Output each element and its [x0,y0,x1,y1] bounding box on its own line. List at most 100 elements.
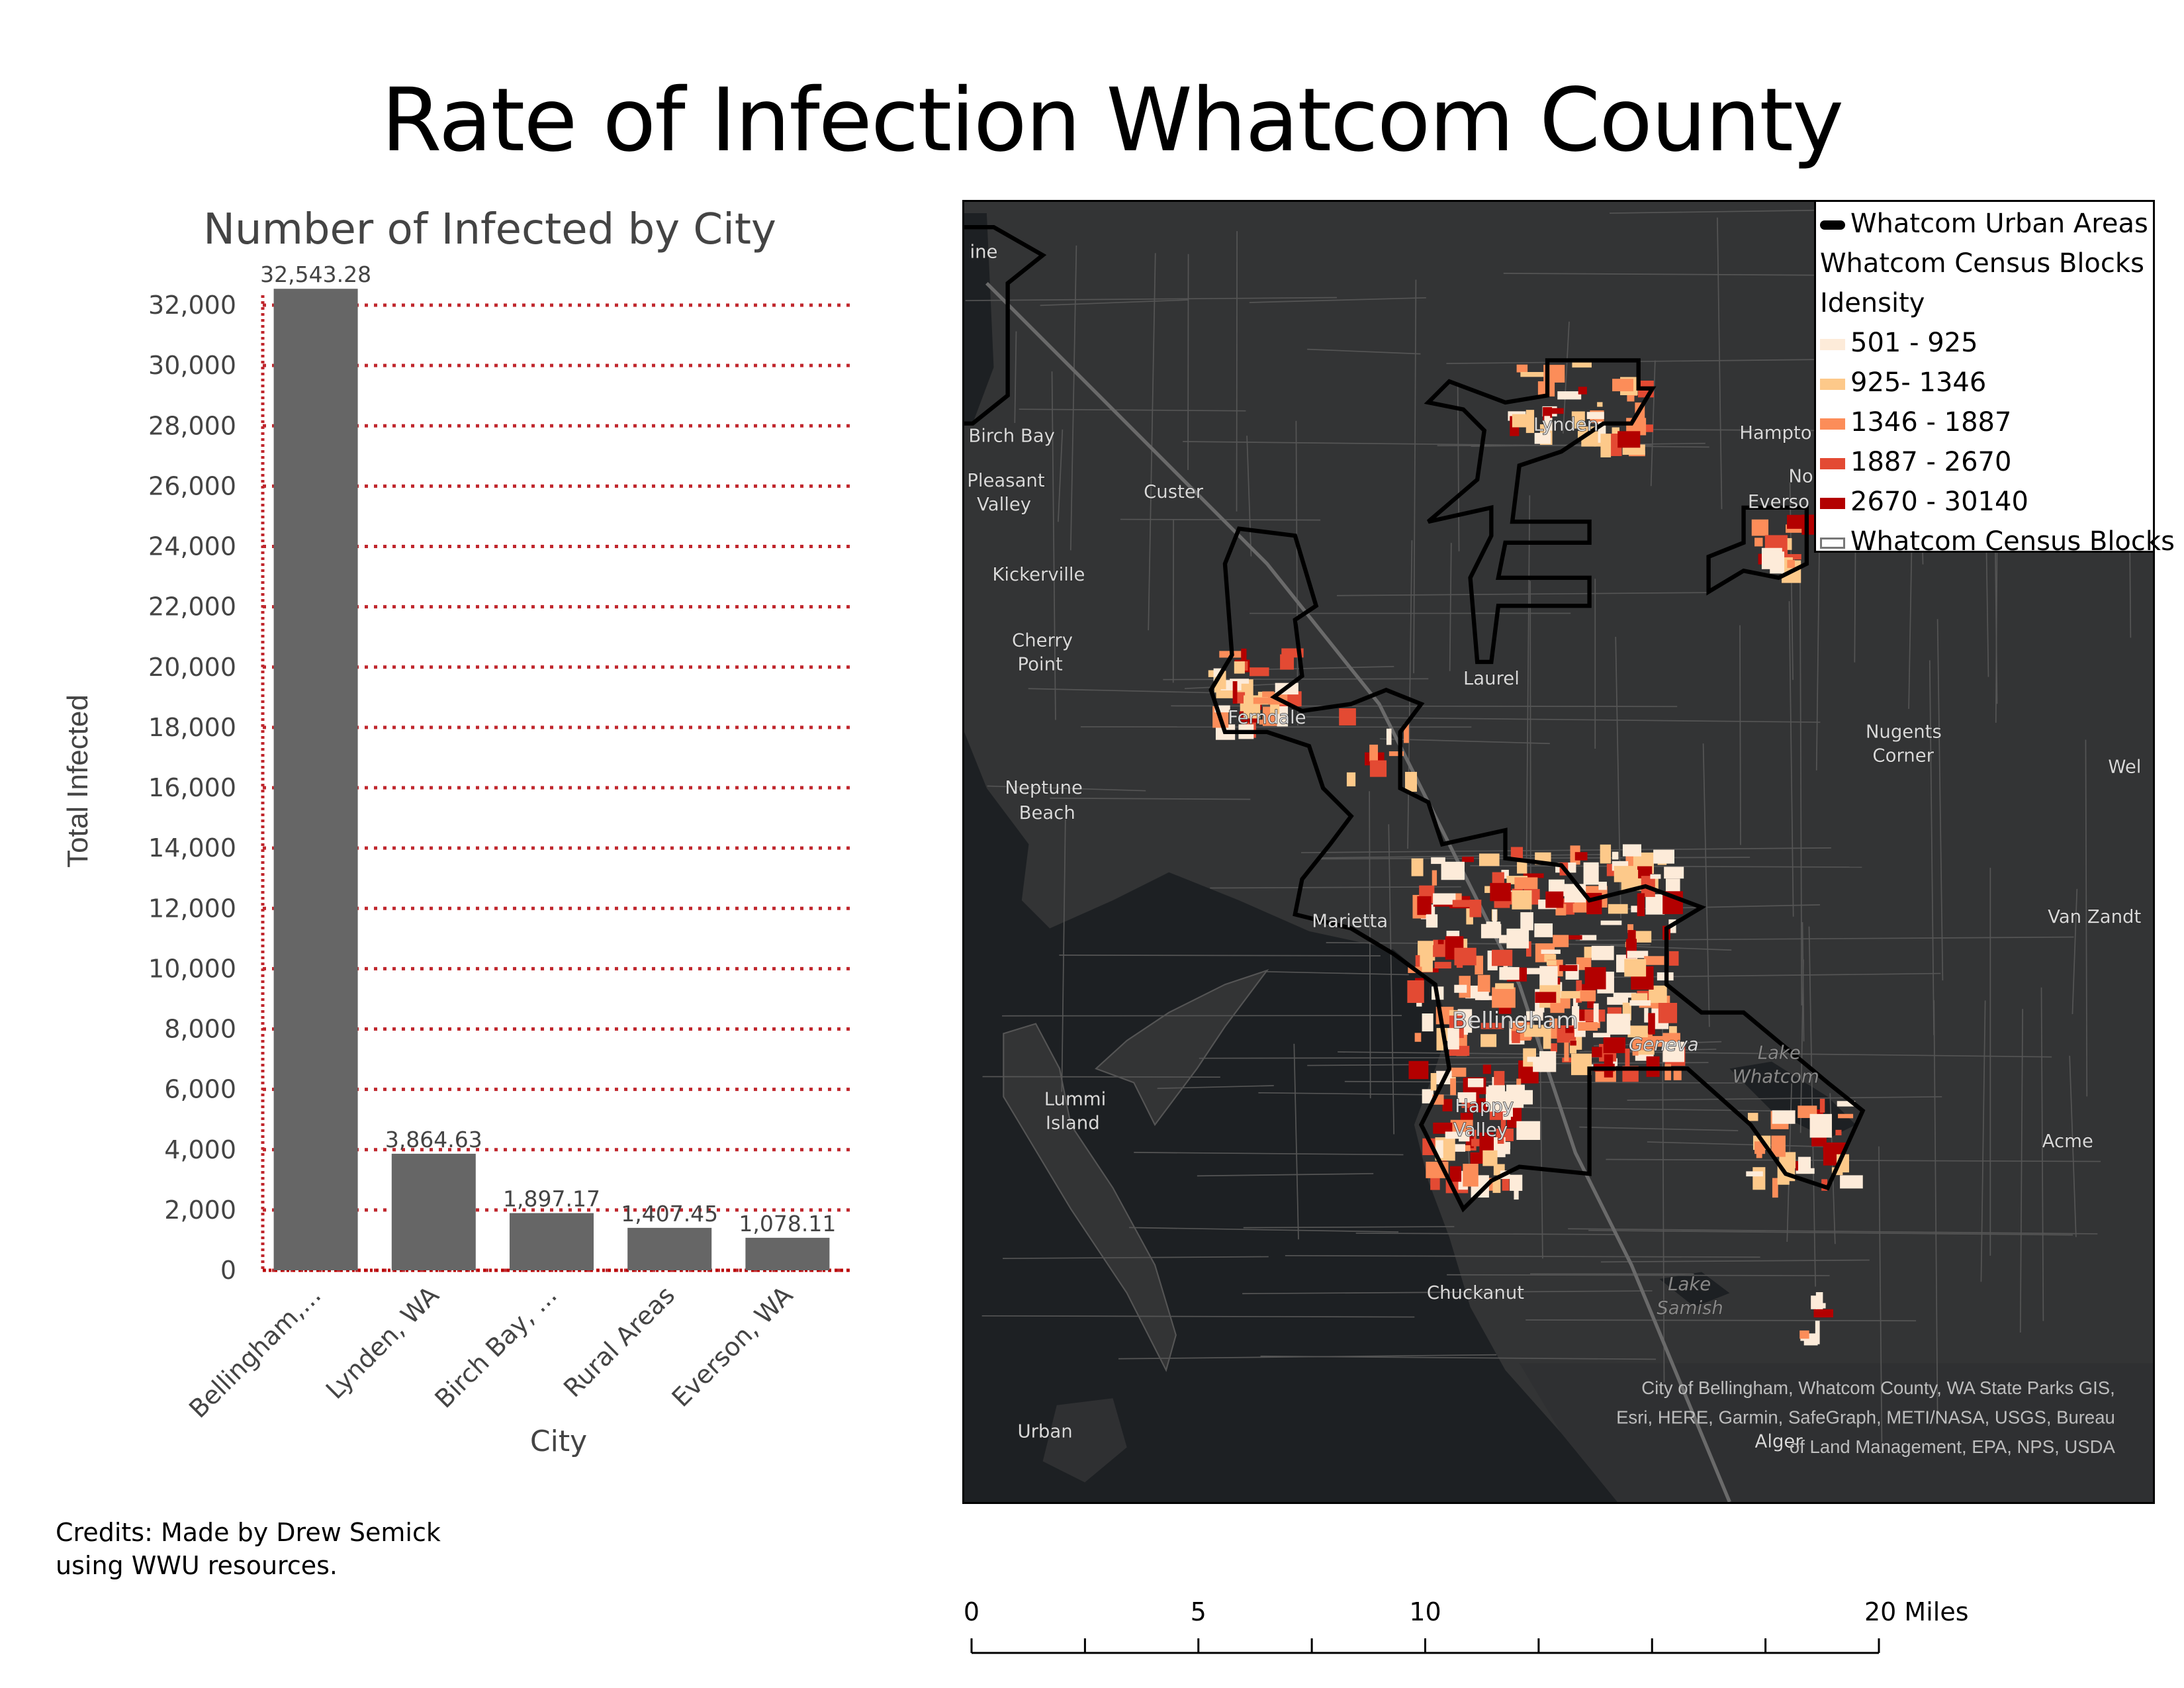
road [965,297,1338,301]
legend-label: 1887 - 2670 [1850,447,2012,477]
census-block [1612,851,1619,860]
road [1788,601,1794,917]
road [1260,1355,1657,1360]
census-block [1787,538,1792,550]
census-block [1591,945,1614,961]
census-block [1414,1033,1422,1042]
scale-label: 5 [1191,1597,1206,1626]
map-canvas[interactable]: ine Birch Bay Pleasant Valley Custer Kickervi… [964,202,2153,1502]
road [1457,386,1460,551]
census-block [1607,997,1629,1005]
y-tick-label: 8,000 [164,1015,236,1044]
census-block [1454,984,1467,993]
bar[interactable] [510,1213,594,1270]
census-block [1627,1025,1648,1038]
census-block [1587,889,1592,895]
data-label: 1,078.11 [739,1211,836,1237]
scale-label: 20 Miles [1864,1597,1969,1626]
legend-class: 2670 - 30140 [1820,483,2028,521]
census-block [1838,1113,1854,1119]
water-north [964,212,994,424]
census-block [1754,538,1763,547]
census-block [1644,956,1664,965]
y-tick-label: 18,000 [148,713,236,742]
census-block [1578,387,1587,395]
road [1295,420,1298,726]
census-block [1433,1122,1453,1134]
road [1717,217,1723,510]
data-label: 3,864.63 [385,1127,482,1152]
census-block [1454,947,1477,966]
x-tick-label: Lynden, WA [320,1280,445,1405]
census-block [1561,991,1580,999]
road [1187,254,1189,470]
census-block [1418,941,1433,945]
census-block [1490,882,1511,902]
census-block [1668,951,1679,966]
census-block [1442,1099,1453,1111]
census-block [1606,1013,1631,1035]
census-block [1520,912,1533,931]
census-block [1526,1011,1543,1021]
credits-line: Credits: Made by Drew Semick [56,1518,441,1547]
bars [273,289,830,1270]
census-block [1407,980,1424,1004]
attribution-line: of Land Management, EPA, NPS, USDA [1790,1436,2116,1457]
census-block [1499,966,1520,980]
x-tick-label: Birch Bay, ... [430,1280,563,1413]
road [1319,857,1751,860]
census-block [1625,1049,1630,1068]
census-block [1571,411,1585,429]
census-block [1461,1101,1475,1108]
census-block [1488,1085,1506,1102]
legend-field: Idensity [1820,288,1925,318]
road [981,1315,1415,1318]
y-tick-label: 2,000 [164,1196,236,1225]
census-block [1431,857,1445,865]
census-block [1432,870,1437,886]
place-label: Chuckanut [1427,1282,1524,1303]
census-block [1632,1045,1639,1056]
census-block [1787,514,1808,529]
census-block [1469,900,1482,917]
road [1050,797,1251,800]
y-tick-label: 26,000 [148,471,236,500]
place-label: Corner [1872,745,1934,766]
bar[interactable] [273,289,358,1270]
census-block [1627,951,1649,959]
bar[interactable] [745,1237,830,1270]
data-labels: 32,543.28 3,864.63 1,897.17 1,407.45 1,078.1… [260,261,836,1237]
census-block [1840,1175,1863,1189]
road [1307,1062,1709,1066]
road [1197,1173,1374,1177]
road [1447,1274,1830,1276]
road [1606,1158,2101,1162]
place-label: Van Zandt [2048,906,2141,927]
census-block [1492,1179,1501,1194]
bar[interactable] [391,1153,476,1270]
census-block [1600,434,1612,457]
census-block [1629,1000,1651,1006]
census-block [1524,1025,1546,1037]
south-land [1519,1363,2153,1502]
road [1525,1319,1917,1322]
attribution: City of Bellingham, Whatcom County, WA S… [1616,1378,2115,1457]
census-block [1799,1330,1809,1339]
road [1529,581,1531,929]
census-block [1526,968,1544,974]
place-label: Custer [1144,481,1204,502]
place-label: Urban [1017,1421,1072,1442]
place-label: Wel [2108,756,2141,777]
census-block [1510,1174,1523,1191]
road [1040,299,1188,306]
census-block [1557,391,1582,400]
road [1019,408,1246,412]
road [1588,1229,2073,1236]
road [1242,1290,1653,1295]
bar[interactable] [627,1227,712,1270]
census-block [1592,1047,1602,1058]
color-swatch [1820,378,1845,390]
lake-samish [1659,1272,1730,1307]
y-tick-label: 4,000 [164,1135,236,1164]
place-label: No [1788,466,1813,487]
